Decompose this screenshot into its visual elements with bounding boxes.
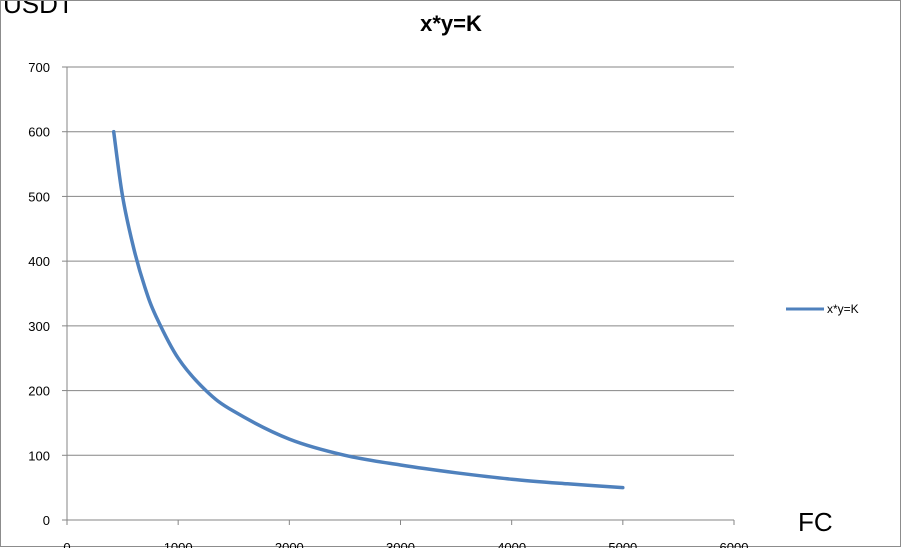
y-tick-label: 400 [28, 254, 50, 269]
series-lines [114, 132, 623, 488]
y-tick-label: 700 [28, 60, 50, 75]
y-tick-label: 600 [28, 125, 50, 140]
axes [62, 67, 734, 525]
legend-label: x*y=K [827, 302, 859, 316]
y-tick-label: 500 [28, 189, 50, 204]
grid-lines [67, 67, 734, 455]
y-tick-label: 100 [28, 448, 50, 463]
y-tick-label: 200 [28, 384, 50, 399]
y-tick-label: 0 [43, 513, 50, 528]
chart-title: x*y=K [420, 11, 482, 36]
series-line-0 [114, 132, 623, 488]
x-axis-label: FC [798, 507, 833, 537]
y-axis-label: USDT [3, 1, 74, 19]
y-tick-label: 300 [28, 319, 50, 334]
legend: x*y=K [786, 302, 859, 316]
y-tick-labels: 0 100 200 300 400 500 600 700 [28, 60, 50, 528]
